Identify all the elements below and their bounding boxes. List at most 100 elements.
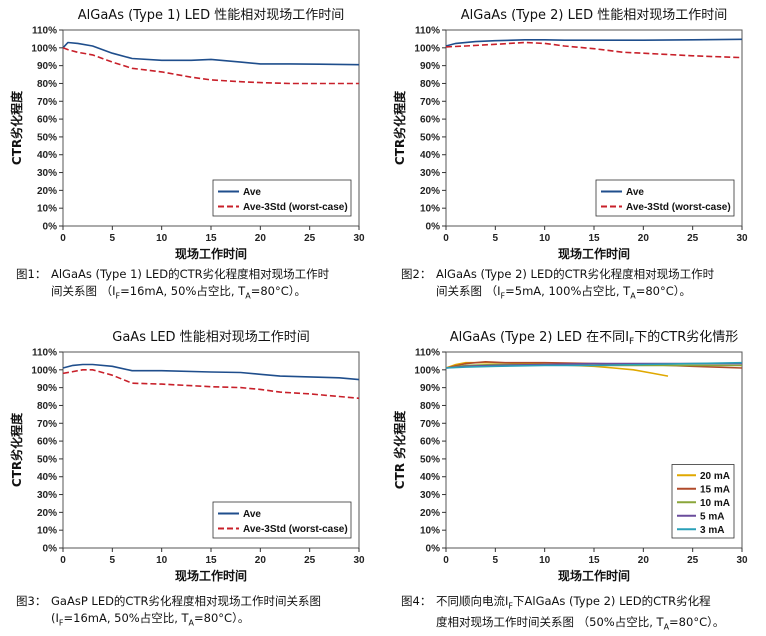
x-axis-label: 现场工作时间 [175,246,247,261]
legend-label: Ave-3Std (worst-case) [243,202,348,213]
legend-label: 20 mA [700,471,730,482]
y-tick-label: 60% [420,437,440,448]
y-tick-label: 70% [420,97,440,108]
caption-fragment: (I [51,611,59,625]
y-tick-label: 40% [37,150,57,161]
y-axis-label: CTR劣化程度 [9,90,24,165]
x-tick-label: 10 [539,233,551,244]
y-tick-label: 10% [37,526,57,537]
caption-fragment: =80°C）。 [635,284,691,298]
y-tick-label: 0% [426,544,441,555]
y-tick-label: 110% [415,26,440,37]
y-tick-label: 100% [414,43,440,54]
x-tick-label: 30 [736,233,748,244]
caption-text: 不同顺向电流IF下AlGaAs (Type 2) LED的CTR劣化程 度相对现场… [401,593,763,636]
x-axis-label: 现场工作时间 [558,568,630,583]
y-tick-label: 100% [414,365,440,376]
y-tick-label: 40% [37,472,57,483]
legend: Ave Ave-3Std (worst-case) [212,179,352,217]
x-tick-label: 20 [638,555,650,566]
y-tick-label: 50% [37,454,57,465]
legend-label: 3 mA [700,525,724,536]
chart-4: AlGaAs (Type 2) LED 在不同IF下的CTR劣化情形 0% 10% 2… [392,329,748,583]
y-tick-label: 40% [420,150,440,161]
y-tick-label: 0% [43,222,58,233]
caption-subscript: A [663,622,670,632]
y-tick-label: 90% [420,383,440,394]
caption-subscript: A [630,291,636,301]
y-tick-label: 90% [37,383,57,394]
caption-text: AlGaAs (Type 2) LED的CTR劣化程度相对现场工作时 间关系图 （… [401,266,763,304]
series-line [445,38,743,47]
caption-number: 图4： [401,594,432,608]
y-tick-label: 80% [37,401,57,412]
series-line [445,41,743,59]
x-tick-label: 20 [255,233,267,244]
legend-label: Ave [243,509,261,520]
caption-fragment: =16mA, 50%占空比, T [63,611,189,625]
chart-title: AlGaAs (Type 1) LED 性能相对现场工作时间 [78,8,344,23]
y-tick-label: 30% [37,490,57,501]
caption-fragment: =5mA, 100%占空比, T [505,284,631,298]
x-tick-label: 20 [638,233,650,244]
caption-3: 图3： GaAsP LED的CTR劣化程度相对现场工作时间关系图 (IF=16mA… [16,593,378,631]
x-tick-label: 15 [205,233,217,244]
x-tick-label: 25 [304,233,316,244]
y-tick-label: 100% [31,365,57,376]
y-tick-label: 0% [426,222,441,233]
y-tick-label: 20% [420,186,440,197]
title-subscript: F [629,337,634,347]
chart-title: AlGaAs (Type 2) LED 在不同IF下的CTR劣化情形 [450,329,739,347]
legend-box [212,501,352,539]
y-tick-label: 10% [420,526,440,537]
legend-label: 15 mA [700,484,730,495]
x-tick-label: 0 [443,555,449,566]
caption-subscript: F [115,291,121,301]
legend-label: 10 mA [700,498,730,509]
caption-number: 图3： [16,594,47,608]
legend-label: 5 mA [700,511,724,522]
caption-subscript: F [58,618,64,628]
x-tick-label: 10 [156,233,168,244]
y-tick-label: 10% [37,204,57,215]
legend-label: Ave-3Std (worst-case) [243,524,348,535]
caption-fragment: =80°C）。 [194,611,250,625]
caption-subscript: A [188,618,195,628]
y-tick-label: 60% [37,115,57,126]
title-fragment: 下的CTR劣化情形 [634,329,738,345]
y-tick-label: 20% [37,186,57,197]
y-tick-label: 60% [420,115,440,126]
caption-fragment: AlGaAs (Type 1) LED的CTR劣化程度相对现场工作时 [51,267,330,281]
legend-box [595,179,735,217]
y-tick-label: 90% [37,61,57,72]
chart-1: AlGaAs (Type 1) LED 性能相对现场工作时间 0% 10% 20% 30… [9,8,365,261]
caption-fragment: =16mA, 50%占空比, T [120,284,246,298]
x-tick-label: 5 [110,233,116,244]
y-axis-label: CTR劣化程度 [9,412,24,487]
chart-title: AlGaAs (Type 2) LED 性能相对现场工作时间 [461,8,727,23]
caption-1: 图1： AlGaAs (Type 1) LED的CTR劣化程度相对现场工作时 间关… [16,266,378,304]
x-tick-label: 25 [304,555,316,566]
x-tick-label: 10 [156,555,168,566]
y-axis-label: CTR劣化程度 [392,90,407,165]
y-tick-label: 110% [32,26,57,37]
y-tick-label: 50% [420,454,440,465]
caption-2: 图2： AlGaAs (Type 2) LED的CTR劣化程度相对现场工作时 间关… [401,266,763,304]
x-tick-label: 0 [60,233,66,244]
x-tick-label: 30 [353,233,365,244]
y-tick-label: 110% [415,348,440,359]
series-line [445,361,743,369]
caption-subscript: F [508,601,514,611]
y-tick-label: 80% [420,79,440,90]
legend-label: Ave [626,187,644,198]
caption-number: 图1： [16,267,47,281]
x-tick-label: 15 [588,555,600,566]
caption-text: AlGaAs (Type 1) LED的CTR劣化程度相对现场工作时 间关系图 （… [16,266,378,304]
y-tick-label: 30% [420,490,440,501]
caption-fragment: 间关系图 （I [436,284,501,298]
x-axis-label: 现场工作时间 [558,246,630,261]
x-tick-label: 5 [493,233,499,244]
x-tick-label: 15 [588,233,600,244]
series-line [62,41,360,66]
y-tick-label: 10% [420,204,440,215]
